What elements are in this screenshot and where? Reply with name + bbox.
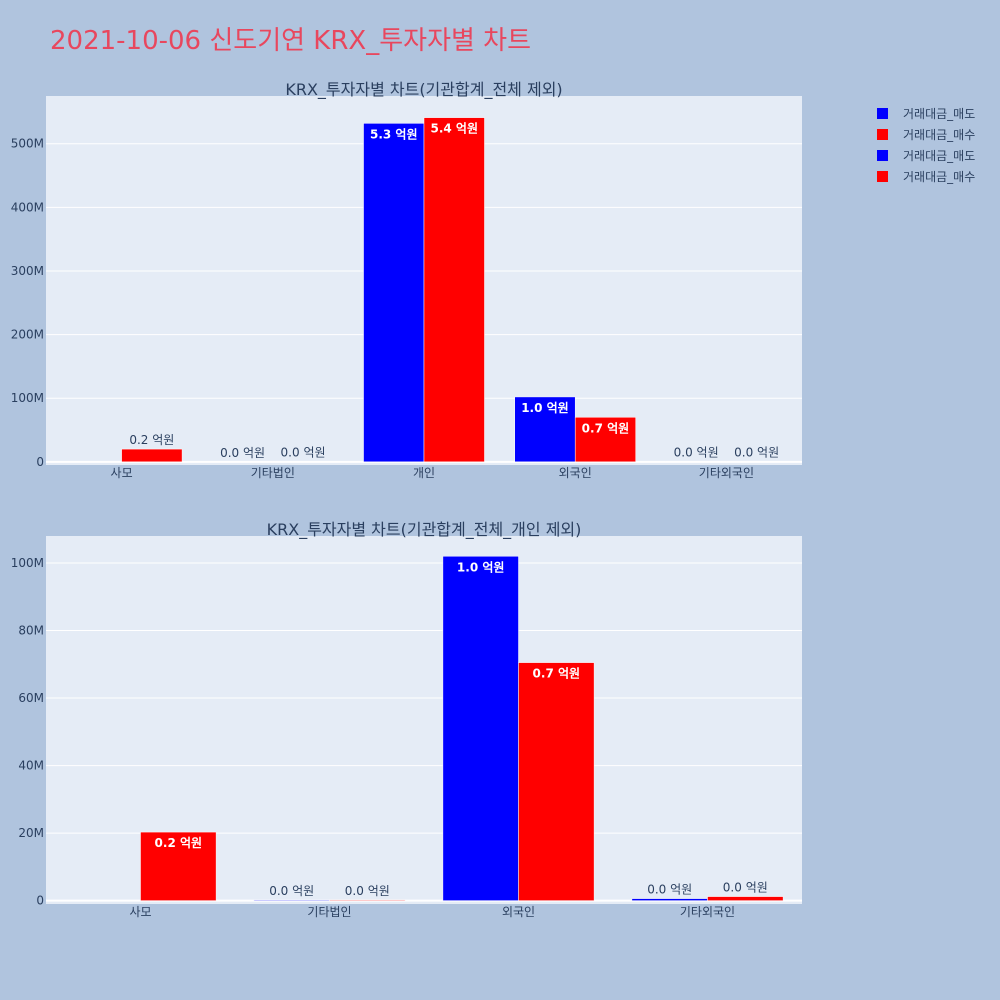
x-tick-label: 외국인 (502, 905, 535, 919)
bar-sell[interactable] (253, 899, 330, 901)
bar-sell[interactable] (442, 556, 519, 901)
bar-sell[interactable] (363, 123, 425, 463)
y-tick-label: 60M (18, 691, 44, 705)
data-label: 0.0 억원 (281, 446, 326, 460)
bar-sell[interactable] (631, 898, 708, 901)
y-tick-label: 40M (18, 759, 44, 773)
y-tick-label: 100M (11, 556, 44, 570)
legend-item[interactable]: 거래대금_매도 (877, 149, 975, 163)
x-tick-label: 기타법인 (307, 905, 351, 919)
bar-buy[interactable] (707, 896, 784, 901)
y-tick-label: 20M (18, 826, 44, 840)
bar-buy[interactable] (121, 448, 183, 463)
y-tick-label: 0 (36, 455, 44, 469)
y-tick-label: 200M (11, 328, 44, 342)
legend-item[interactable]: 거래대금_매수 (877, 128, 975, 142)
data-label: 0.0 억원 (345, 884, 390, 898)
x-tick-label: 외국인 (559, 466, 592, 480)
legend-label: 거래대금_매도 (903, 107, 975, 121)
data-label: 1.0 억원 (457, 560, 505, 574)
subplot-title: KRX_투자자별 차트(기관합계_전체_개인 제외) (267, 520, 582, 540)
subplot-title: KRX_투자자별 차트(기관합계_전체 제외) (285, 80, 562, 100)
legend-label: 거래대금_매수 (903, 128, 975, 142)
data-label: 0.7 억원 (533, 667, 581, 681)
legend-item[interactable]: 거래대금_매수 (877, 170, 975, 184)
data-label: 0.0 억원 (723, 881, 768, 895)
y-tick-label: 80M (18, 624, 44, 638)
legend-swatch (877, 108, 888, 119)
data-label: 1.0 억원 (521, 401, 569, 415)
bar-buy[interactable] (423, 117, 485, 463)
data-label: 0.0 억원 (220, 446, 265, 460)
y-tick-label: 400M (11, 200, 44, 214)
data-label: 5.3 억원 (370, 127, 418, 141)
data-label: 5.4 억원 (430, 122, 478, 136)
data-label: 0.0 억원 (647, 883, 692, 897)
y-tick-label: 300M (11, 264, 44, 278)
bar-buy[interactable] (140, 831, 217, 901)
data-label: 0.2 억원 (155, 836, 203, 850)
legend-label: 거래대금_매수 (903, 170, 975, 184)
x-tick-label: 기타외국인 (699, 466, 754, 480)
bar-buy[interactable] (574, 417, 636, 463)
data-label: 0.7 억원 (582, 421, 630, 435)
data-label: 0.0 억원 (734, 446, 779, 460)
x-tick-label: 기타법인 (251, 466, 295, 480)
data-label: 0.2 억원 (129, 433, 174, 447)
legend-swatch (877, 150, 888, 161)
main-title: 2021-10-06 신도기연 KRX_투자자별 차트 (50, 26, 531, 56)
bar-buy[interactable] (329, 899, 406, 901)
legend-label: 거래대금_매도 (903, 149, 975, 163)
x-tick-label: 기타외국인 (680, 905, 735, 919)
legend-item[interactable]: 거래대금_매도 (877, 107, 975, 121)
data-label: 0.0 억원 (674, 446, 719, 460)
y-tick-label: 0 (36, 894, 44, 908)
bar-buy[interactable] (518, 662, 595, 901)
legend-swatch (877, 171, 888, 182)
x-tick-label: 사모 (129, 905, 151, 919)
y-tick-label: 500M (11, 137, 44, 151)
legend-swatch (877, 129, 888, 140)
x-tick-label: 개인 (413, 466, 435, 480)
y-tick-label: 100M (11, 391, 44, 405)
data-label: 0.0 억원 (269, 884, 314, 898)
x-tick-label: 사모 (111, 466, 133, 480)
